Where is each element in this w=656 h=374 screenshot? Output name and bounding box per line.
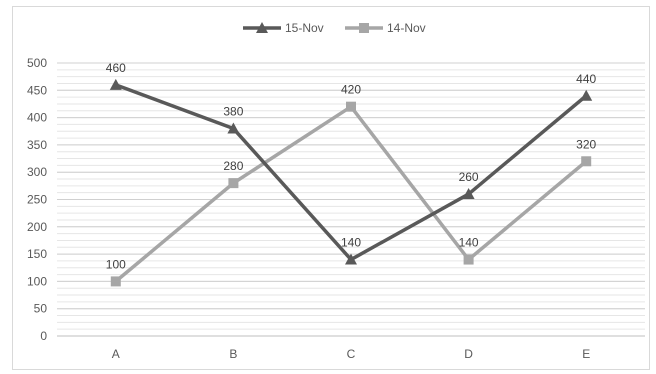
y-tick-label: 500: [27, 56, 47, 70]
data-label: 320: [576, 137, 596, 151]
x-tick-label: D: [464, 347, 473, 361]
axes: 0 50 100 150 200 250 300 350 400 450 500 A B C D E: [27, 56, 645, 361]
legend-label: 15-Nov: [285, 21, 324, 35]
data-point-triangle: [580, 89, 593, 101]
data-point-triangle: [256, 22, 268, 33]
data-point-square: [228, 178, 239, 189]
y-tick-label: 100: [27, 274, 47, 288]
x-tick-label: A: [112, 347, 120, 361]
data-label: 280: [223, 159, 243, 173]
data-label: 460: [106, 61, 126, 75]
data-label: 260: [459, 170, 479, 184]
series: [109, 78, 593, 287]
data-point-square: [359, 23, 369, 33]
data-point-square: [463, 254, 474, 265]
y-tick-label: 450: [27, 83, 47, 97]
data-point-square: [110, 276, 121, 287]
data-point-square: [346, 101, 356, 112]
data-label: 140: [459, 236, 479, 250]
chart-frame: 0 50 100 150 200 250 300 350 400 450 500 A B C D E 460 3…: [12, 6, 650, 370]
data-point-triangle: [109, 78, 122, 90]
line-chart: 0 50 100 150 200 250 300 350 400 450 500 A B C D E 460 3…: [27, 21, 645, 361]
y-tick-label: 200: [27, 220, 47, 234]
data-point-triangle: [345, 253, 357, 265]
x-tick-label: B: [229, 347, 237, 361]
data-label: 380: [223, 105, 243, 119]
y-tick-label: 250: [27, 193, 47, 207]
data-point-triangle: [462, 188, 475, 200]
y-tick-label: 0: [40, 329, 47, 343]
data-label: 140: [341, 236, 361, 250]
y-tick-label: 400: [27, 111, 47, 125]
x-tick-label: C: [347, 347, 356, 361]
data-point-square: [581, 156, 592, 167]
y-tick-label: 150: [27, 247, 47, 261]
data-label: 440: [576, 72, 596, 86]
data-labels: 460 380 140 260 440 100 280 420 140 320: [106, 61, 597, 272]
x-tick-label: E: [582, 347, 590, 361]
y-tick-label: 350: [27, 138, 47, 152]
legend: 15-Nov 14-Nov: [243, 21, 426, 35]
data-point-triangle: [227, 122, 240, 134]
y-tick-label: 300: [27, 165, 47, 179]
data-label: 100: [106, 257, 126, 271]
data-label: 420: [341, 83, 361, 97]
legend-label: 14-Nov: [387, 21, 426, 35]
y-tick-label: 50: [34, 302, 48, 316]
